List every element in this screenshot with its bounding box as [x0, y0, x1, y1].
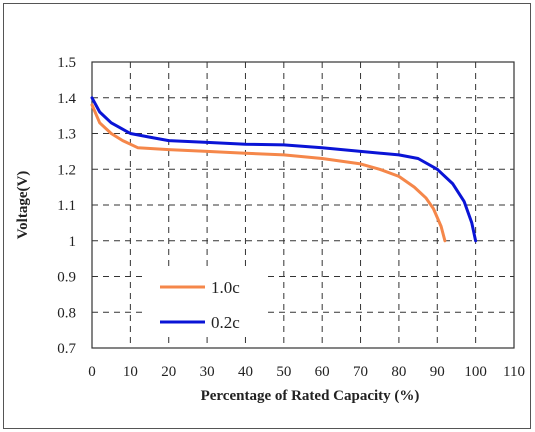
tick-labels: 0 10 20 30 40 50 60 70 80 90 100 110 0.7 0.8 0.9 1 1.1 1.…	[57, 55, 525, 380]
x-tick-label: 60	[315, 364, 330, 380]
y-tick-label: 0.7	[57, 341, 76, 357]
x-tick-label: 40	[238, 364, 253, 380]
legend-background	[145, 270, 265, 336]
series-lines	[90, 96, 478, 243]
x-tick-label: 30	[200, 364, 215, 380]
y-tick-label: 1.1	[57, 198, 76, 214]
legend-label-0-2c: 0.2c	[211, 313, 240, 332]
y-axis-title: Voltage(V)	[15, 171, 31, 240]
y-tick-label: 1.3	[57, 127, 76, 143]
series-line-1-0c	[90, 103, 447, 243]
x-tick-label: 10	[123, 364, 138, 380]
x-tick-label: 90	[430, 364, 445, 380]
series-line-0-2c	[90, 96, 478, 243]
y-tick-label: 1.2	[57, 162, 76, 178]
x-tick-label: 80	[391, 364, 406, 380]
x-tick-label: 50	[276, 364, 291, 380]
legend-label-1-0c: 1.0c	[211, 278, 240, 297]
y-tick-label: 0.9	[57, 270, 76, 286]
y-tick-label: 1	[69, 234, 77, 250]
legend: 1.0c 0.2c	[145, 270, 265, 336]
x-tick-label: 100	[464, 364, 487, 380]
x-tick-label: 20	[161, 364, 176, 380]
x-tick-label: 70	[353, 364, 368, 380]
chart-frame	[3, 3, 531, 429]
x-tick-label: 0	[88, 364, 96, 380]
y-tick-label: 0.8	[57, 305, 76, 321]
x-tick-label: 110	[503, 364, 525, 380]
plot-area	[91, 61, 515, 349]
y-tick-label: 1.4	[57, 91, 76, 107]
y-tick-label: 1.5	[57, 55, 76, 71]
x-axis-title: Percentage of Rated Capacity (%)	[201, 388, 420, 404]
